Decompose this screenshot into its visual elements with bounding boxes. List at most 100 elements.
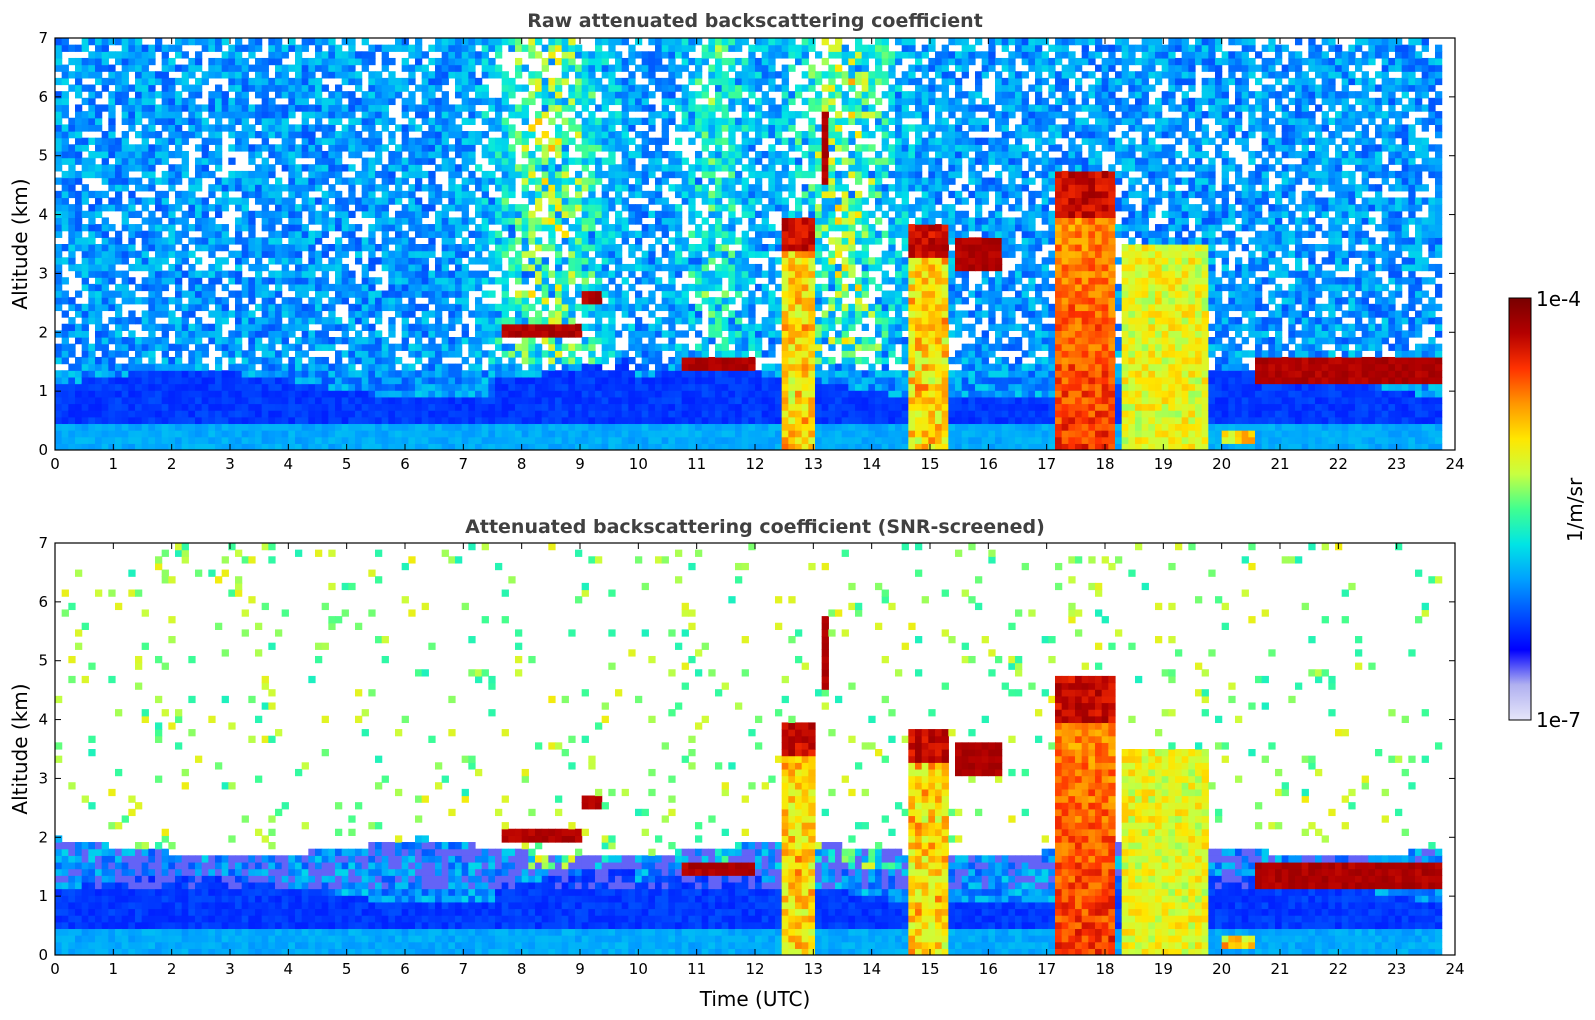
heat-cell [361, 57, 369, 66]
heat-cell [708, 376, 716, 385]
heat-cell [261, 430, 269, 438]
heat-cell [441, 350, 449, 358]
heat-cell [335, 410, 343, 418]
heat-cell [548, 237, 556, 245]
heat-cell [661, 317, 669, 325]
heat-cell [701, 370, 709, 378]
heat-cell [275, 117, 283, 125]
heat-cell [348, 124, 356, 132]
heat-cell [115, 396, 123, 405]
heat-cell [488, 177, 496, 185]
heat-cell [588, 237, 596, 245]
heat-cell [381, 263, 389, 272]
heat-cell [621, 430, 629, 438]
heat-cell [668, 277, 676, 285]
heat-cell [488, 436, 496, 444]
heat-cell [128, 356, 136, 365]
heat-cell [148, 244, 156, 252]
heat-cell [308, 363, 316, 371]
heat-cell [348, 131, 356, 139]
heat-cell [281, 104, 289, 112]
heat-cell [208, 217, 216, 225]
heat-cell [135, 283, 143, 292]
heat-cell [441, 237, 449, 245]
heat-cell [715, 124, 723, 132]
heat-cell [155, 137, 163, 145]
heat-cell [608, 376, 616, 385]
heat-cell [461, 217, 469, 225]
heat-cell [301, 91, 309, 99]
heat-cell [548, 170, 556, 179]
heat-cell [148, 57, 156, 66]
heat-cell [388, 350, 396, 358]
heat-cell [508, 330, 516, 338]
heat-cell [61, 376, 69, 385]
heat-cell [608, 323, 616, 331]
heat-cell [628, 230, 636, 238]
heat-cell [355, 390, 363, 398]
heat-cell [595, 104, 603, 112]
heat-cell [441, 283, 449, 292]
heat-cell [641, 396, 649, 405]
heat-cell [528, 363, 536, 371]
heat-cell [515, 277, 523, 285]
heat-cell [228, 77, 236, 86]
heat-cell [101, 64, 109, 72]
heat-cell [575, 283, 583, 292]
heat-cell [181, 224, 189, 232]
heat-cell [235, 376, 243, 385]
heat-cell [281, 71, 289, 79]
heat-cell [408, 144, 416, 152]
heat-cell [528, 436, 536, 444]
heat-cell [108, 317, 116, 325]
heat-cell [88, 370, 96, 378]
heat-cell [641, 410, 649, 418]
heat-cell [121, 104, 129, 112]
heat-cell [648, 91, 656, 99]
heat-cell [215, 184, 223, 192]
heat-cell [428, 390, 436, 398]
heat-cell [308, 430, 316, 438]
heat-cell [521, 44, 529, 52]
heat-cell [328, 370, 336, 378]
heat-cell [708, 137, 716, 145]
heat-cell [221, 303, 229, 312]
heat-cell [448, 376, 456, 385]
heat-cell [715, 84, 723, 92]
heat-cell [268, 277, 276, 285]
heat-cell [348, 71, 356, 79]
heat-cell [281, 270, 289, 278]
heat-cell [68, 190, 76, 199]
heat-cell [448, 363, 456, 371]
heat-cell [615, 210, 623, 219]
heat-cell [228, 376, 236, 385]
heat-cell [515, 270, 523, 278]
heat-cell [648, 71, 656, 79]
heat-cell [668, 403, 676, 411]
heat-cell [488, 403, 496, 411]
heat-cell [648, 197, 656, 205]
heat-cell [68, 263, 76, 272]
heat-cell [701, 170, 709, 179]
heat-cell [241, 190, 249, 199]
heat-cell [441, 77, 449, 86]
heat-cell [575, 97, 583, 106]
heat-cell [281, 416, 289, 425]
heat-cell [81, 436, 89, 444]
heat-cell [448, 383, 456, 391]
heat-cell [61, 217, 69, 225]
heat-cell [601, 244, 609, 252]
heat-cell [641, 144, 649, 152]
heat-cell [488, 317, 496, 325]
heat-cell [261, 84, 269, 92]
heat-cell [328, 283, 336, 292]
heat-cell [608, 330, 616, 338]
heat-cell [268, 124, 276, 132]
heat-cell [388, 383, 396, 391]
heat-cell [555, 443, 563, 450]
heat-cell [655, 436, 663, 444]
heat-cell [441, 91, 449, 99]
heat-cell [455, 164, 463, 172]
heat-cell [601, 430, 609, 438]
heat-cell [235, 297, 243, 305]
